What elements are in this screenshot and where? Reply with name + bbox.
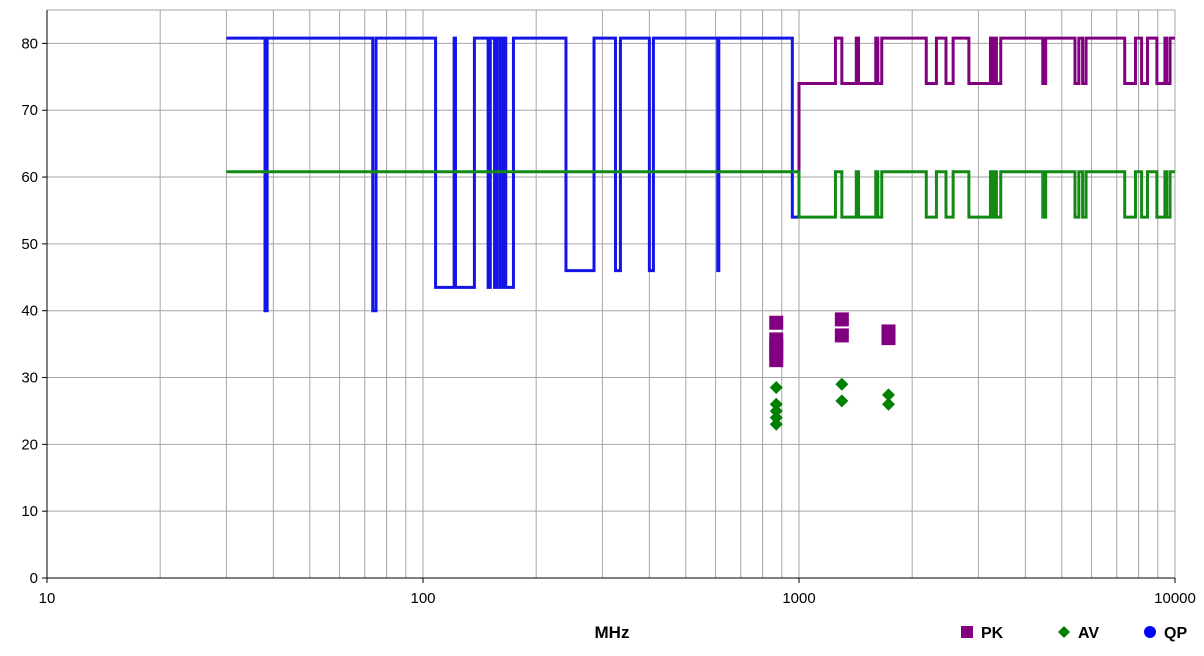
x-tick-label: 100	[410, 590, 435, 607]
point-pk	[769, 353, 784, 368]
x-tick-label: 10000	[1154, 590, 1196, 607]
point-av	[835, 394, 849, 408]
grid-layer	[46, 9, 1176, 579]
point-av	[882, 388, 896, 402]
point-pk	[881, 331, 896, 346]
point-av	[769, 381, 783, 395]
legend-swatch-circle	[1144, 626, 1156, 638]
y-tick-label: 10	[21, 503, 38, 520]
point-pk	[834, 328, 849, 343]
legend-item-pk: PK	[961, 625, 1004, 642]
y-tick-label: 20	[21, 436, 38, 453]
legend-swatch-diamond	[1058, 626, 1070, 638]
legend-item-qp: QP	[1144, 625, 1187, 642]
series-line-qp-limit	[226, 36, 799, 313]
legend-label: AV	[1078, 625, 1099, 642]
legend-label: PK	[981, 625, 1004, 642]
series-line-pk-limit	[797, 36, 1175, 218]
point-av	[769, 411, 783, 425]
legend-swatch-square	[961, 626, 973, 638]
legend-item-av: AV	[1058, 625, 1099, 642]
y-tick-label: 60	[21, 169, 38, 186]
legend: PK AV QP	[961, 625, 1187, 642]
point-av	[769, 404, 783, 418]
series-line-av-limit	[226, 170, 1175, 219]
y-tick-label: 70	[21, 102, 38, 119]
point-av	[835, 377, 849, 391]
point-av	[769, 417, 783, 431]
y-tick-label: 40	[21, 303, 38, 320]
series-layer	[226, 36, 1175, 313]
point-av	[769, 397, 783, 411]
y-tick-label: 0	[30, 570, 38, 587]
marker-layer	[769, 312, 896, 431]
point-av	[882, 397, 896, 411]
point-pk	[834, 312, 849, 327]
y-tick-label: 50	[21, 236, 38, 253]
point-pk	[769, 315, 784, 330]
y-tick-label: 30	[21, 370, 38, 387]
legend-label: QP	[1164, 625, 1187, 642]
x-tick-label: 10	[39, 590, 56, 607]
x-tick-label: 1000	[782, 590, 815, 607]
y-tick-label: 80	[21, 35, 38, 52]
x-axis-title: MHz	[595, 623, 630, 642]
